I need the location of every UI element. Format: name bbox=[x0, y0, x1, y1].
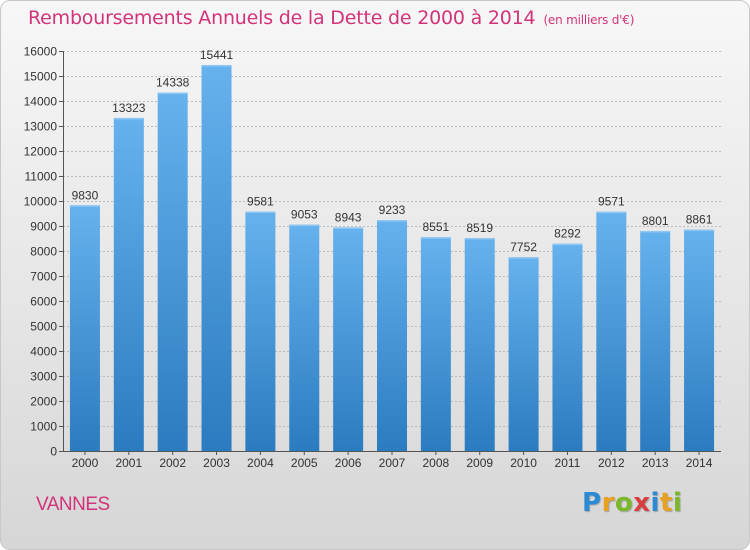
x-tick-label: 2010 bbox=[510, 456, 537, 470]
x-tick-label: 2005 bbox=[291, 456, 318, 470]
bar-highlight bbox=[157, 92, 188, 95]
x-tick-label: 2011 bbox=[555, 456, 581, 470]
y-tick-label: 1000 bbox=[30, 420, 57, 434]
y-tick-label: 5000 bbox=[30, 320, 57, 334]
x-tick-label: 2008 bbox=[423, 456, 450, 470]
bars: 9830 13323 14338 15441 9581 9053 8943 9233 8551 8… bbox=[69, 48, 715, 452]
axes: 0 1000 2000 3000 4000 5000 6000 7000 8000 9000 100… bbox=[24, 45, 721, 470]
bar-highlight bbox=[420, 237, 451, 239]
y-tick-label: 12000 bbox=[24, 145, 58, 159]
y-tick-label: 0 bbox=[50, 445, 57, 459]
bar-highlight bbox=[508, 257, 539, 259]
bar bbox=[640, 230, 671, 451]
data-label: 9571 bbox=[598, 195, 625, 209]
data-label: 13323 bbox=[112, 101, 146, 115]
bar bbox=[684, 229, 715, 451]
bar-highlight bbox=[596, 211, 627, 214]
bar bbox=[245, 211, 276, 451]
bar-highlight bbox=[245, 211, 276, 213]
bar-highlight bbox=[333, 227, 364, 229]
data-label: 9233 bbox=[379, 203, 406, 217]
bar-highlight bbox=[464, 238, 495, 240]
title-text: Remboursements Annuels de la Dette de 20… bbox=[28, 7, 536, 29]
data-label: 7752 bbox=[510, 240, 537, 254]
data-label: 8861 bbox=[686, 212, 713, 226]
data-label: 9830 bbox=[72, 188, 99, 202]
y-tick-label: 4000 bbox=[30, 345, 57, 359]
y-tick-label: 14000 bbox=[24, 95, 58, 109]
bar-highlight bbox=[377, 220, 407, 222]
proxiti-logo: Proxiti bbox=[582, 488, 683, 518]
bar bbox=[508, 257, 539, 451]
y-tick-label: 10000 bbox=[24, 195, 58, 209]
bar bbox=[69, 205, 100, 451]
data-label: 8551 bbox=[423, 220, 450, 234]
x-tick-label: 2006 bbox=[335, 456, 362, 470]
x-tick-label: 2002 bbox=[159, 456, 186, 470]
y-tick-label: 8000 bbox=[30, 245, 57, 259]
bar-highlight bbox=[289, 224, 320, 227]
bar bbox=[289, 224, 320, 451]
place-name: VANNES bbox=[36, 494, 110, 515]
bar-highlight bbox=[201, 64, 232, 67]
title-unit: (en milliers d'€) bbox=[543, 13, 635, 27]
x-tick-label: 2009 bbox=[466, 456, 493, 470]
data-label: 9581 bbox=[247, 194, 274, 208]
chart-title: Remboursements Annuels de la Dette de 20… bbox=[28, 7, 634, 29]
y-tick-label: 2000 bbox=[30, 395, 57, 409]
bar bbox=[333, 227, 364, 451]
bar bbox=[596, 211, 627, 451]
data-label: 8292 bbox=[554, 227, 581, 241]
bar-highlight bbox=[69, 205, 100, 207]
data-label: 9053 bbox=[291, 208, 318, 222]
x-tick-label: 2000 bbox=[72, 456, 99, 470]
bar-highlight bbox=[684, 229, 715, 231]
data-label: 15441 bbox=[200, 48, 234, 62]
bar bbox=[157, 92, 188, 452]
x-tick-label: 2003 bbox=[203, 456, 230, 470]
data-label: 8801 bbox=[642, 214, 669, 228]
x-tick-label: 2013 bbox=[642, 456, 669, 470]
x-tick-label: 2001 bbox=[115, 456, 142, 470]
y-tick-label: 9000 bbox=[30, 220, 57, 234]
data-label: 14338 bbox=[156, 76, 190, 90]
bar bbox=[552, 243, 583, 451]
y-tick-label: 15000 bbox=[24, 70, 58, 84]
bar bbox=[420, 237, 451, 451]
x-tick-label: 2014 bbox=[686, 456, 713, 470]
bar bbox=[464, 238, 495, 451]
bar bbox=[201, 64, 232, 451]
bar-highlight bbox=[640, 230, 671, 233]
x-tick-label: 2007 bbox=[379, 456, 406, 470]
bar-highlight bbox=[113, 117, 144, 120]
y-tick-label: 3000 bbox=[30, 370, 57, 384]
bar bbox=[377, 220, 407, 451]
x-tick-label: 2004 bbox=[247, 456, 274, 470]
y-tick-label: 16000 bbox=[24, 45, 58, 59]
y-tick-label: 11000 bbox=[25, 170, 58, 184]
bar bbox=[113, 117, 144, 452]
bar-highlight bbox=[552, 243, 583, 246]
y-tick-label: 7000 bbox=[30, 270, 57, 284]
y-tick-label: 6000 bbox=[30, 295, 57, 309]
x-tick-label: 2012 bbox=[598, 456, 625, 470]
y-tick-label: 13000 bbox=[24, 120, 58, 134]
data-label: 8943 bbox=[335, 210, 362, 224]
data-label: 8519 bbox=[466, 221, 493, 235]
